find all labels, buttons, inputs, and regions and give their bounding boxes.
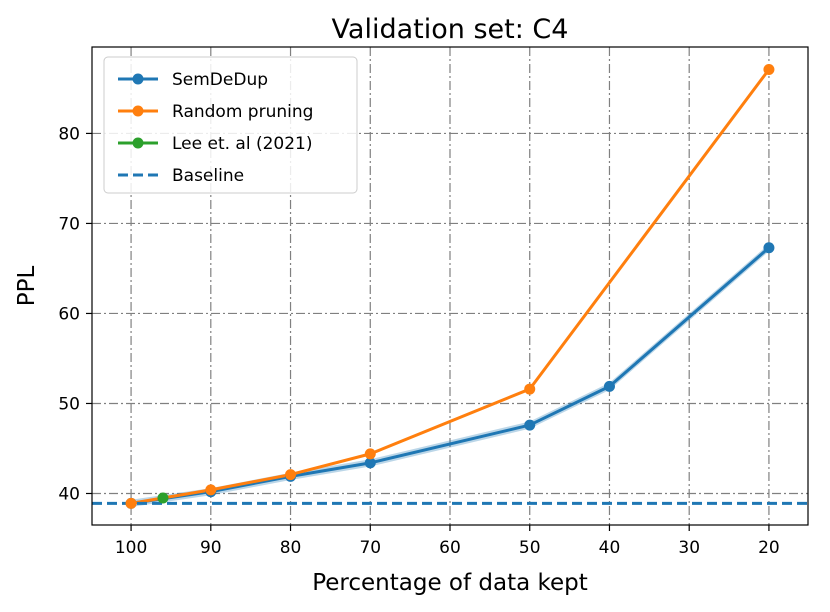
lee-et-al-2021-point bbox=[157, 492, 169, 504]
y-tick-label: 60 bbox=[58, 304, 80, 324]
legend-box bbox=[103, 56, 358, 194]
random-pruning-point bbox=[524, 383, 536, 395]
random-pruning-point bbox=[364, 448, 376, 460]
legend-marker-lee-et-al-2021 bbox=[132, 137, 144, 149]
legend-marker-semdedup bbox=[132, 73, 144, 85]
y-tick-label: 40 bbox=[58, 484, 80, 504]
random-pruning-point bbox=[125, 497, 137, 509]
x-tick-label: 100 bbox=[115, 538, 147, 558]
y-tick-label: 70 bbox=[58, 214, 80, 234]
semdedup-point bbox=[763, 242, 775, 254]
legend-label-semdedup: SemDeDup bbox=[172, 70, 268, 90]
x-tick-label: 80 bbox=[280, 538, 302, 558]
axis-ticks: 100 90 80 70 60 50 40 30 20 40 50 60 70 80 bbox=[58, 124, 779, 558]
y-tick-label: 50 bbox=[58, 394, 80, 414]
random-pruning-point bbox=[763, 64, 775, 76]
x-tick-label: 50 bbox=[519, 538, 541, 558]
semdedup-point bbox=[364, 457, 376, 469]
chart-title: Validation set: C4 bbox=[332, 14, 569, 45]
legend-label-lee-et-al-2021: Lee et. al (2021) bbox=[172, 134, 313, 154]
x-tick-label: 90 bbox=[200, 538, 222, 558]
x-tick-label: 70 bbox=[359, 538, 381, 558]
semdedup-point bbox=[524, 419, 536, 431]
semdedup-point bbox=[603, 380, 615, 392]
x-tick-label: 30 bbox=[678, 538, 700, 558]
legend: SemDeDup Random pruning Lee et. al (2021) B… bbox=[103, 56, 358, 194]
random-pruning-point bbox=[205, 484, 217, 496]
x-axis-label: Percentage of data kept bbox=[312, 570, 588, 596]
series-markers bbox=[125, 64, 775, 509]
random-pruning-point bbox=[285, 469, 297, 481]
legend-label-random-pruning: Random pruning bbox=[172, 102, 313, 122]
random-pruning-line bbox=[130, 68, 771, 505]
x-tick-label: 60 bbox=[439, 538, 461, 558]
x-tick-label: 40 bbox=[599, 538, 621, 558]
x-tick-label: 20 bbox=[758, 538, 780, 558]
legend-marker-random-pruning bbox=[132, 105, 144, 117]
y-tick-label: 80 bbox=[58, 124, 80, 144]
y-axis-label: PPL bbox=[14, 266, 40, 307]
legend-label-baseline: Baseline bbox=[172, 166, 244, 186]
